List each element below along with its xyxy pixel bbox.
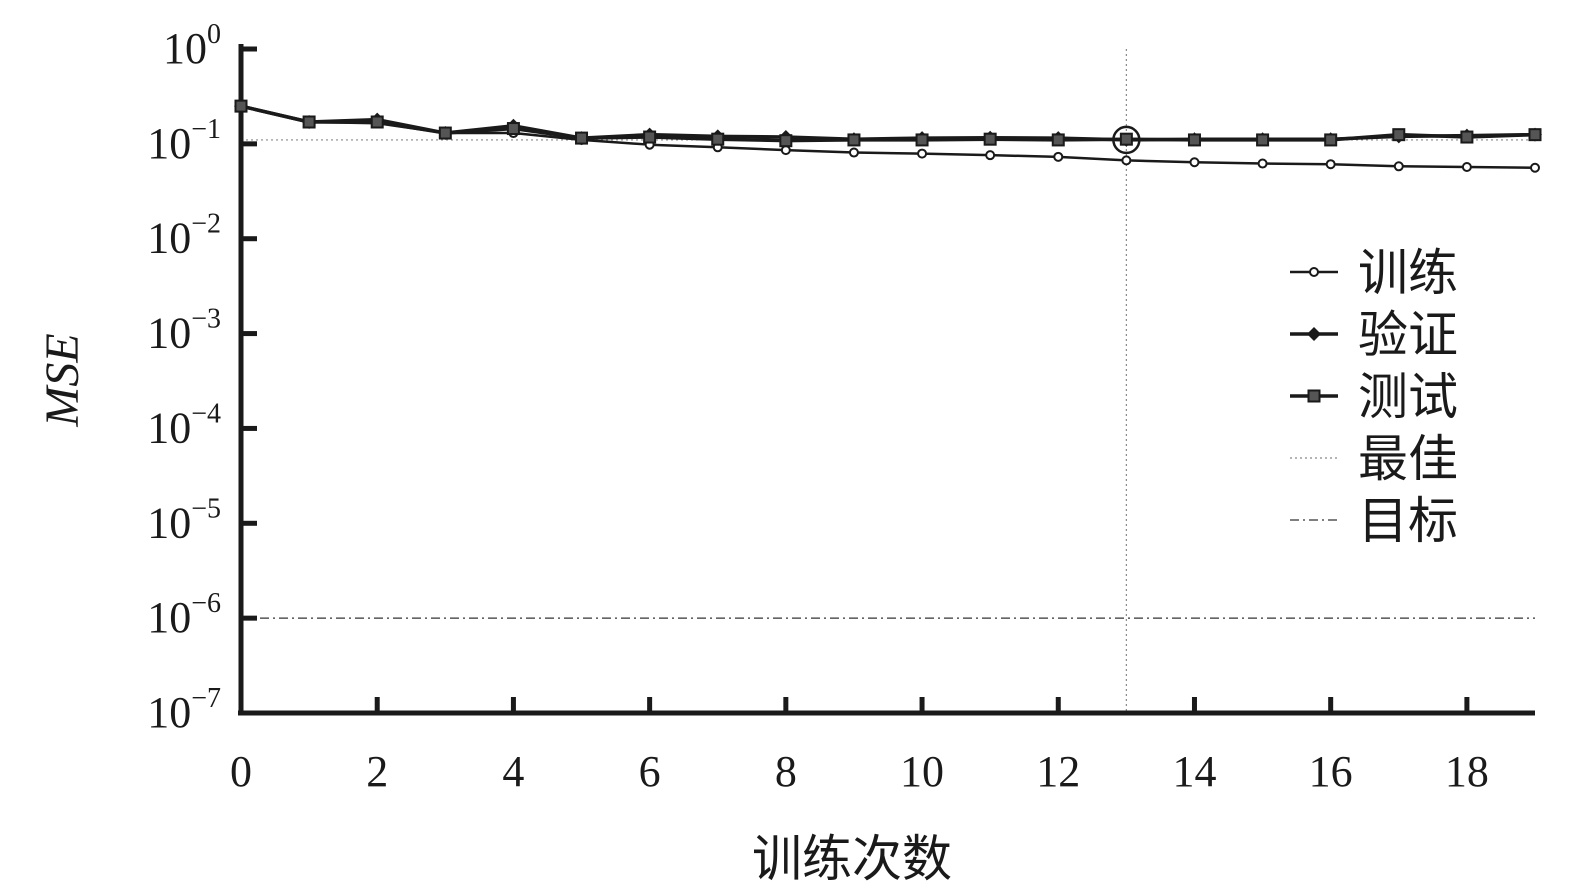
y-tick-exponent: −7 bbox=[191, 683, 221, 714]
legend-item: 最佳 bbox=[1290, 430, 1458, 488]
y-tick-exponent: −3 bbox=[191, 304, 221, 335]
y-tick-base: 10 bbox=[147, 688, 191, 737]
legend-label: 验证 bbox=[1358, 306, 1458, 364]
data-point bbox=[643, 130, 657, 144]
data-point bbox=[1189, 157, 1200, 168]
data-point bbox=[917, 148, 928, 159]
y-tick-base: 10 bbox=[147, 498, 191, 547]
y-tick-label: 10−2 bbox=[147, 209, 221, 263]
y-tick-exponent: −2 bbox=[191, 209, 221, 240]
y-tick-label: 10−5 bbox=[147, 493, 221, 547]
data-point bbox=[1393, 161, 1404, 172]
legend-item: 测试 bbox=[1290, 368, 1458, 426]
data-point bbox=[915, 133, 929, 147]
guide-lines bbox=[241, 49, 1535, 713]
data-point bbox=[1256, 133, 1270, 147]
x-tick-label: 6 bbox=[639, 747, 661, 796]
data-point bbox=[780, 145, 791, 156]
x-tick-label: 10 bbox=[900, 747, 944, 796]
x-tick-label: 0 bbox=[230, 747, 252, 796]
data-point bbox=[848, 147, 859, 158]
data-point bbox=[1460, 130, 1474, 144]
y-tick-label: 100 bbox=[163, 19, 221, 73]
x-tick-label: 12 bbox=[1036, 747, 1080, 796]
data-point bbox=[1392, 128, 1406, 142]
x-tick-label: 16 bbox=[1309, 747, 1353, 796]
data-point bbox=[847, 133, 861, 147]
legend-label: 测试 bbox=[1358, 368, 1458, 426]
data-point bbox=[1187, 133, 1201, 147]
best-point-circle bbox=[1112, 125, 1141, 155]
y-tick-base: 10 bbox=[147, 214, 191, 263]
y-tick-label: 10−3 bbox=[147, 304, 221, 358]
y-tick-exponent: −6 bbox=[191, 588, 221, 619]
data-point bbox=[983, 132, 997, 146]
data-point bbox=[506, 122, 520, 136]
data-point bbox=[711, 132, 725, 146]
y-tick-label: 10−7 bbox=[147, 683, 221, 737]
legend-item: 训练 bbox=[1290, 244, 1458, 302]
y-tick-label: 10−6 bbox=[147, 588, 221, 642]
y-tick-exponent: −4 bbox=[191, 398, 221, 429]
y-tick-exponent: −5 bbox=[191, 493, 221, 524]
data-point bbox=[1053, 151, 1064, 162]
data-point bbox=[985, 150, 996, 161]
data-point bbox=[1121, 155, 1132, 166]
data-point bbox=[1051, 133, 1065, 147]
y-tick-base: 10 bbox=[163, 24, 207, 73]
y-tick-base: 10 bbox=[147, 119, 191, 168]
data-point bbox=[234, 99, 248, 113]
data-point bbox=[1530, 162, 1540, 173]
y-axis-label: MSE bbox=[36, 333, 89, 427]
legend-item: 目标 bbox=[1290, 492, 1458, 550]
data-point bbox=[1119, 132, 1133, 146]
data-point bbox=[1461, 162, 1472, 173]
legend-marker bbox=[1309, 267, 1319, 277]
best-layer bbox=[1112, 125, 1141, 155]
data-point bbox=[779, 134, 793, 148]
data-point bbox=[575, 131, 589, 145]
x-tick-label: 18 bbox=[1445, 747, 1489, 796]
data-point bbox=[1528, 128, 1542, 142]
y-tick-exponent: −1 bbox=[191, 114, 221, 145]
legend-label: 最佳 bbox=[1358, 430, 1458, 488]
x-ticks: 0 2 4 6 8 10 12 14 16 18 bbox=[230, 697, 1489, 796]
y-tick-base: 10 bbox=[147, 309, 191, 358]
x-axis-label: 训练次数 bbox=[752, 830, 952, 888]
series-square bbox=[234, 99, 1542, 148]
y-tick-base: 10 bbox=[147, 593, 191, 642]
x-tick-label: 8 bbox=[775, 747, 797, 796]
x-tick-label: 4 bbox=[502, 747, 524, 796]
data-point bbox=[302, 115, 316, 129]
series-line bbox=[240, 104, 1536, 142]
axes bbox=[238, 44, 1535, 716]
y-tick-label: 10−1 bbox=[147, 114, 221, 168]
y-tick-exponent: 0 bbox=[207, 19, 221, 50]
legend-label: 目标 bbox=[1358, 492, 1458, 550]
series-layer bbox=[234, 99, 1542, 173]
y-tick-label: 10−4 bbox=[147, 398, 221, 452]
legend-marker bbox=[1307, 327, 1321, 341]
data-point bbox=[438, 126, 452, 140]
data-point bbox=[1325, 159, 1336, 170]
legend-item: 验证 bbox=[1290, 306, 1458, 364]
y-tick-base: 10 bbox=[147, 403, 191, 452]
legend-label: 训练 bbox=[1358, 244, 1458, 302]
series-line bbox=[240, 104, 1536, 143]
data-point bbox=[370, 115, 384, 129]
data-point bbox=[1257, 158, 1268, 169]
legend-marker bbox=[1307, 389, 1321, 403]
x-tick-label: 14 bbox=[1172, 747, 1216, 796]
x-tick-label: 2 bbox=[366, 747, 388, 796]
data-point bbox=[1324, 133, 1338, 147]
